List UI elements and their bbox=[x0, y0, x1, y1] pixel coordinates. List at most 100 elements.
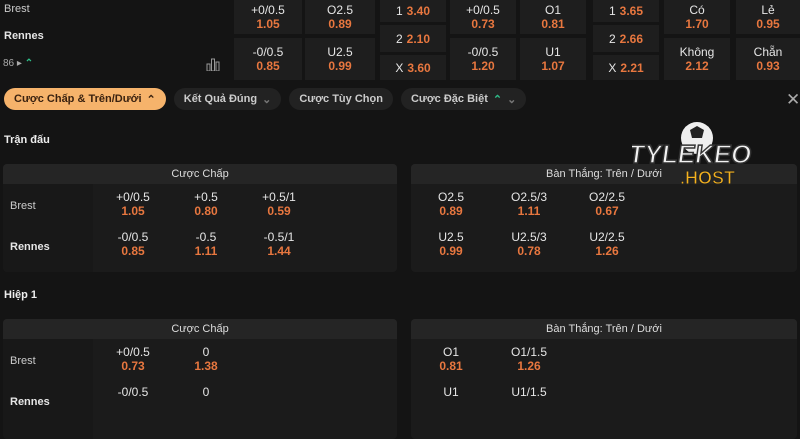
over-under-panel: Bàn Thắng: Trên / Dưới O2.5 0.89 U2.5 0.99 O2… bbox=[411, 164, 797, 272]
line: U2.5 bbox=[327, 45, 353, 59]
odd-cell[interactable]: Có 1.70 bbox=[664, 0, 730, 34]
odd-cell[interactable]: Lẻ 0.95 bbox=[736, 0, 800, 34]
odd: 1.11 bbox=[517, 204, 541, 218]
odd-option[interactable]: +0.5/1 0.59 bbox=[244, 190, 314, 218]
line: O1 bbox=[544, 3, 561, 17]
line: +0/0.5 bbox=[116, 190, 150, 204]
odd-cell[interactable]: 2 2.10 bbox=[380, 25, 446, 52]
odd-option[interactable]: +0/0.5 1.05 bbox=[98, 190, 168, 218]
odd-option[interactable]: U2.5 0.99 bbox=[416, 230, 486, 258]
odd-option[interactable]: -0.5 1.11 bbox=[171, 230, 241, 258]
momentum-up-icon: ⌃ bbox=[24, 58, 34, 69]
odd-option[interactable]: -0/0.5 0.85 bbox=[98, 230, 168, 258]
chip-label: Cược Tùy Chọn bbox=[299, 93, 383, 105]
team-home: Brest bbox=[10, 355, 36, 367]
line: O1/1.5 bbox=[510, 345, 548, 359]
odd: 0.81 bbox=[439, 359, 463, 373]
odd-cell[interactable]: 2 2.66 bbox=[593, 25, 659, 52]
odd-option[interactable]: O1/1.5 1.26 bbox=[494, 345, 564, 373]
handicap-panel: Cược Chấp Brest Rennes +0/0.5 0.73 -0/0.5 0 1… bbox=[3, 319, 397, 439]
team-home: Brest bbox=[4, 3, 30, 15]
odd: 1.38 bbox=[194, 359, 218, 373]
odd: 0.59 bbox=[267, 204, 291, 218]
odd-option[interactable]: 0 bbox=[171, 385, 241, 399]
line: U1 bbox=[443, 385, 459, 399]
market-filters: Cược Chấp & Trên/Dưới ⌃ Kết Quả Đúng ⌄ Cượ… bbox=[4, 88, 527, 110]
odd-option[interactable]: O2.5/3 1.11 bbox=[494, 190, 564, 218]
odd: 1.26 bbox=[517, 359, 541, 373]
chevron-down-icon: ⌄ bbox=[507, 93, 517, 106]
svg-text:.HOST: .HOST bbox=[680, 168, 735, 188]
team-column bbox=[3, 184, 93, 272]
odd: 2.10 bbox=[406, 31, 431, 46]
line: -0/0.5 bbox=[252, 45, 284, 59]
match-minute: 86 ▸ ⌃ bbox=[3, 58, 34, 69]
line: U1 bbox=[545, 45, 561, 59]
odd-option[interactable]: -0/0.5 bbox=[98, 385, 168, 399]
line: 1 bbox=[608, 4, 616, 18]
line: U2.5/3 bbox=[511, 230, 547, 244]
odd: 2.12 bbox=[685, 59, 709, 73]
odd-option[interactable]: U1/1.5 bbox=[494, 385, 564, 399]
line: +0/0.5 bbox=[251, 3, 285, 17]
team-home: Brest bbox=[10, 200, 36, 212]
odd-cell[interactable]: O1 0.81 bbox=[520, 0, 586, 34]
odd-cell[interactable]: -0/0.5 0.85 bbox=[234, 38, 302, 80]
odd-option[interactable]: U2.5/3 0.78 bbox=[494, 230, 564, 258]
odd-option[interactable]: O2.5 0.89 bbox=[416, 190, 486, 218]
line: +0/0.5 bbox=[466, 3, 500, 17]
team-away: Rennes bbox=[10, 396, 50, 408]
odd-option[interactable]: +0.5 0.80 bbox=[171, 190, 241, 218]
odd: 0.99 bbox=[439, 244, 463, 258]
odd: 0.89 bbox=[439, 204, 463, 218]
line: 0 bbox=[202, 385, 210, 399]
line: U2/2.5 bbox=[589, 230, 625, 244]
odd-cell[interactable]: X 2.21 bbox=[593, 55, 659, 80]
filter-special[interactable]: Cược Đặc Biệt ⌃ ⌄ bbox=[400, 88, 527, 110]
line: O2.5/3 bbox=[510, 190, 548, 204]
odd-cell[interactable]: 1 3.65 bbox=[593, 0, 659, 22]
line: -0/0.5 bbox=[117, 385, 149, 399]
filter-correct-score[interactable]: Kết Quả Đúng ⌄ bbox=[173, 88, 282, 110]
odd-option[interactable]: U1 bbox=[416, 385, 486, 399]
odd: 3.60 bbox=[407, 60, 431, 75]
line: O2.5 bbox=[437, 190, 464, 204]
odd-cell[interactable]: +0/0.5 1.05 bbox=[234, 0, 302, 34]
filter-custom[interactable]: Cược Tùy Chọn bbox=[289, 88, 393, 110]
line: X bbox=[395, 60, 404, 75]
odd-option[interactable]: -0.5/1 1.44 bbox=[244, 230, 314, 258]
odd-cell[interactable]: X 3.60 bbox=[380, 55, 446, 80]
odd: 0.78 bbox=[517, 244, 541, 258]
line: Chẵn bbox=[753, 45, 783, 59]
odd-cell[interactable]: 1 3.40 bbox=[380, 0, 446, 22]
line: O1 bbox=[442, 345, 459, 359]
filter-handicap-ou[interactable]: Cược Chấp & Trên/Dưới ⌃ bbox=[4, 88, 166, 110]
odd: 1.07 bbox=[541, 59, 565, 73]
watermark-logo: TYLEKEO .HOST bbox=[626, 118, 792, 189]
odd-cell[interactable]: U1 1.07 bbox=[520, 38, 586, 80]
odd-cell[interactable]: Không 2.12 bbox=[664, 38, 730, 80]
line: O2.5 bbox=[326, 3, 353, 17]
odd-option[interactable]: O2/2.5 0.67 bbox=[572, 190, 642, 218]
odd-cell[interactable]: U2.5 0.99 bbox=[305, 38, 375, 80]
line: -0/0.5 bbox=[117, 230, 149, 244]
odd-option[interactable]: O1 0.81 bbox=[416, 345, 486, 373]
chip-label: Cược Chấp & Trên/Dưới bbox=[14, 93, 142, 105]
odd-cell[interactable]: Chẵn 0.93 bbox=[736, 38, 800, 80]
team-column bbox=[3, 339, 93, 439]
odd-option[interactable]: 0 1.38 bbox=[171, 345, 241, 373]
odd: 0.85 bbox=[121, 244, 145, 258]
odd-option[interactable]: +0/0.5 0.73 bbox=[98, 345, 168, 373]
panel-title: Cược Chấp bbox=[3, 319, 397, 339]
odd: 0.73 bbox=[121, 359, 145, 373]
odd-cell[interactable]: +0/0.5 0.73 bbox=[450, 0, 516, 34]
stats-icon[interactable] bbox=[206, 57, 220, 72]
up-arrow-icon: ⌃ bbox=[492, 93, 503, 106]
close-icon[interactable]: ✕ bbox=[786, 90, 800, 109]
handicap-panel: Cược Chấp Brest Rennes +0/0.5 1.05 -0/0.5 0.… bbox=[3, 164, 397, 272]
odd-cell[interactable]: -0/0.5 1.20 bbox=[450, 38, 516, 80]
odd: 1.11 bbox=[194, 244, 218, 258]
odd: 1.20 bbox=[471, 59, 495, 73]
odd-option[interactable]: U2/2.5 1.26 bbox=[572, 230, 642, 258]
odd-cell[interactable]: O2.5 0.89 bbox=[305, 0, 375, 34]
